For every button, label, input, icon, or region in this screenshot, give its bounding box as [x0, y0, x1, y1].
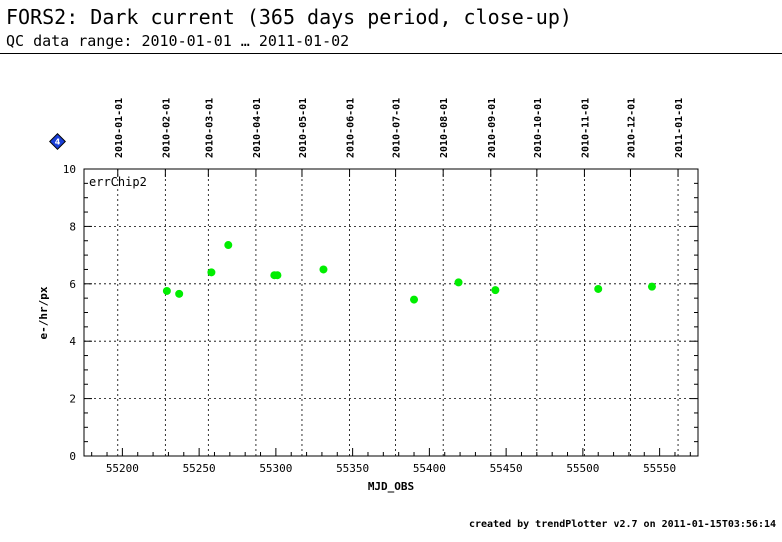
y-tick-labels: 0 2 4 6 8 10 — [63, 163, 77, 463]
axis-ticks — [84, 168, 698, 457]
date-tick-label: 2010-12-01 — [626, 98, 637, 158]
y-tick-label: 2 — [69, 393, 76, 406]
plot-frame — [83, 168, 699, 457]
date-tick-label: 2010-09-01 — [487, 98, 498, 158]
data-point — [273, 271, 282, 280]
y-axis-title: e-/hr/px — [37, 286, 50, 339]
x-tick-label: 55400 — [413, 462, 446, 475]
data-point — [647, 282, 656, 291]
date-tick-label: 2010-02-01 — [161, 98, 172, 158]
x-tick-label: 55500 — [566, 462, 599, 475]
date-tick-label: 2010-06-01 — [346, 98, 357, 158]
date-tick-label: 2010-03-01 — [204, 98, 215, 158]
data-point — [224, 241, 233, 250]
x-tick-labels: 55200 55250 55300 55350 55400 55450 55500 55550 — [106, 462, 676, 475]
grid-lines — [84, 169, 698, 456]
date-tick-label: 2010-08-01 — [439, 98, 450, 158]
date-tick-label: 2011-01-01 — [674, 98, 685, 158]
x-tick-label: 55200 — [106, 462, 139, 475]
x-tick-label: 55450 — [490, 462, 523, 475]
date-tick-label: 2010-05-01 — [298, 98, 309, 158]
data-point — [491, 286, 500, 295]
data-point — [175, 289, 184, 298]
title-divider — [0, 53, 782, 54]
date-tick-label: 2010-01-01 — [114, 98, 125, 158]
badge-number: 4 — [55, 138, 61, 147]
y-tick-label: 6 — [69, 278, 76, 291]
y-tick-label: 0 — [69, 450, 76, 463]
chart-subtitle: QC data range: 2010-01-01 … 2011-01-02 — [6, 32, 350, 50]
date-tick-label: 2010-04-01 — [252, 98, 263, 158]
date-tick-label: 2010-11-01 — [580, 98, 591, 158]
data-point — [594, 284, 603, 293]
data-point — [410, 295, 419, 304]
chart-title: FORS2: Dark current (365 days period, cl… — [6, 5, 572, 29]
x-axis-title: MJD_OBS — [368, 480, 414, 493]
data-points — [162, 241, 656, 304]
panel-label: errChip2 — [89, 175, 147, 189]
x-tick-label: 55350 — [336, 462, 369, 475]
date-tick-label: 2010-07-01 — [392, 98, 403, 158]
data-point — [207, 268, 216, 277]
date-axis: 2010-01-01 2010-02-01 2010-03-01 2010-04-01… — [114, 98, 685, 158]
page-number-badge: 4 — [49, 133, 66, 150]
data-point — [162, 286, 171, 295]
x-tick-label: 55300 — [259, 462, 292, 475]
x-tick-label: 55250 — [183, 462, 216, 475]
data-point — [319, 265, 328, 274]
y-tick-label: 4 — [69, 335, 76, 348]
y-tick-label: 8 — [69, 220, 76, 233]
x-tick-label: 55550 — [643, 462, 676, 475]
data-point — [454, 278, 463, 287]
date-tick-label: 2010-10-01 — [533, 98, 544, 158]
footer-credit: created by trendPlotter v2.7 on 2011-01-… — [468, 519, 776, 530]
badge-diamond-icon — [49, 133, 66, 150]
y-tick-label: 10 — [63, 163, 76, 176]
